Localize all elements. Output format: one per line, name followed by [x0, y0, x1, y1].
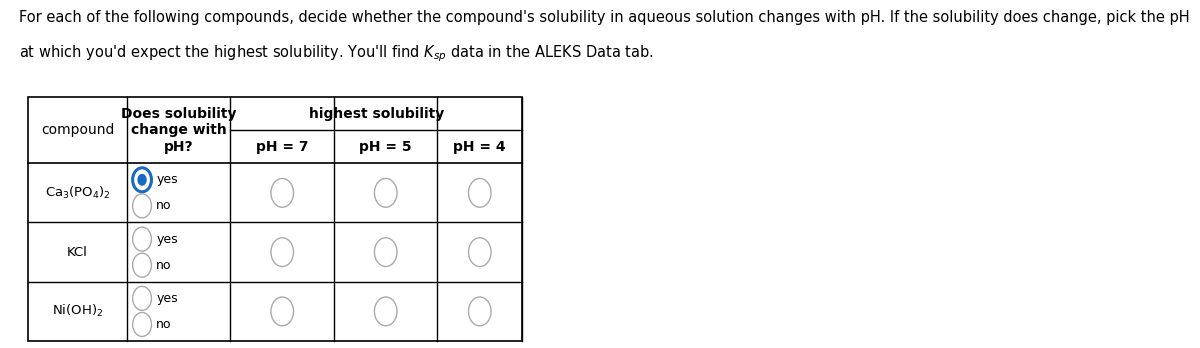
Text: Ni(OH)$_2$: Ni(OH)$_2$	[52, 303, 103, 319]
Text: no: no	[156, 259, 172, 272]
Ellipse shape	[137, 174, 146, 186]
Ellipse shape	[133, 253, 151, 277]
Text: For each of the following compounds, decide whether the compound's solubility in: For each of the following compounds, dec…	[19, 10, 1189, 25]
Text: pH = 5: pH = 5	[360, 140, 412, 154]
Ellipse shape	[133, 227, 151, 251]
Text: pH = 4: pH = 4	[454, 140, 506, 154]
Text: highest solubility: highest solubility	[308, 107, 444, 121]
Ellipse shape	[133, 168, 151, 192]
Ellipse shape	[468, 179, 491, 207]
Ellipse shape	[133, 286, 151, 310]
Text: no: no	[156, 199, 172, 212]
Text: pH = 7: pH = 7	[256, 140, 308, 154]
Ellipse shape	[374, 238, 397, 267]
Ellipse shape	[271, 297, 294, 326]
Ellipse shape	[468, 297, 491, 326]
Text: Does solubility
change with
pH?: Does solubility change with pH?	[121, 107, 236, 153]
Text: yes: yes	[156, 292, 178, 305]
Text: compound: compound	[41, 123, 114, 137]
Ellipse shape	[133, 194, 151, 218]
Ellipse shape	[133, 313, 151, 337]
Ellipse shape	[468, 238, 491, 267]
Ellipse shape	[374, 179, 397, 207]
Text: KCl: KCl	[67, 246, 88, 259]
Text: yes: yes	[156, 173, 178, 186]
Ellipse shape	[271, 179, 294, 207]
Ellipse shape	[271, 238, 294, 267]
Text: at which you'd expect the highest solubility. You'll find $K_{sp}$ data in the A: at which you'd expect the highest solubi…	[19, 44, 654, 64]
Text: no: no	[156, 318, 172, 331]
Ellipse shape	[374, 297, 397, 326]
Text: Ca$_3$(PO$_4$)$_2$: Ca$_3$(PO$_4$)$_2$	[44, 185, 110, 201]
Text: yes: yes	[156, 232, 178, 246]
Polygon shape	[29, 97, 522, 341]
